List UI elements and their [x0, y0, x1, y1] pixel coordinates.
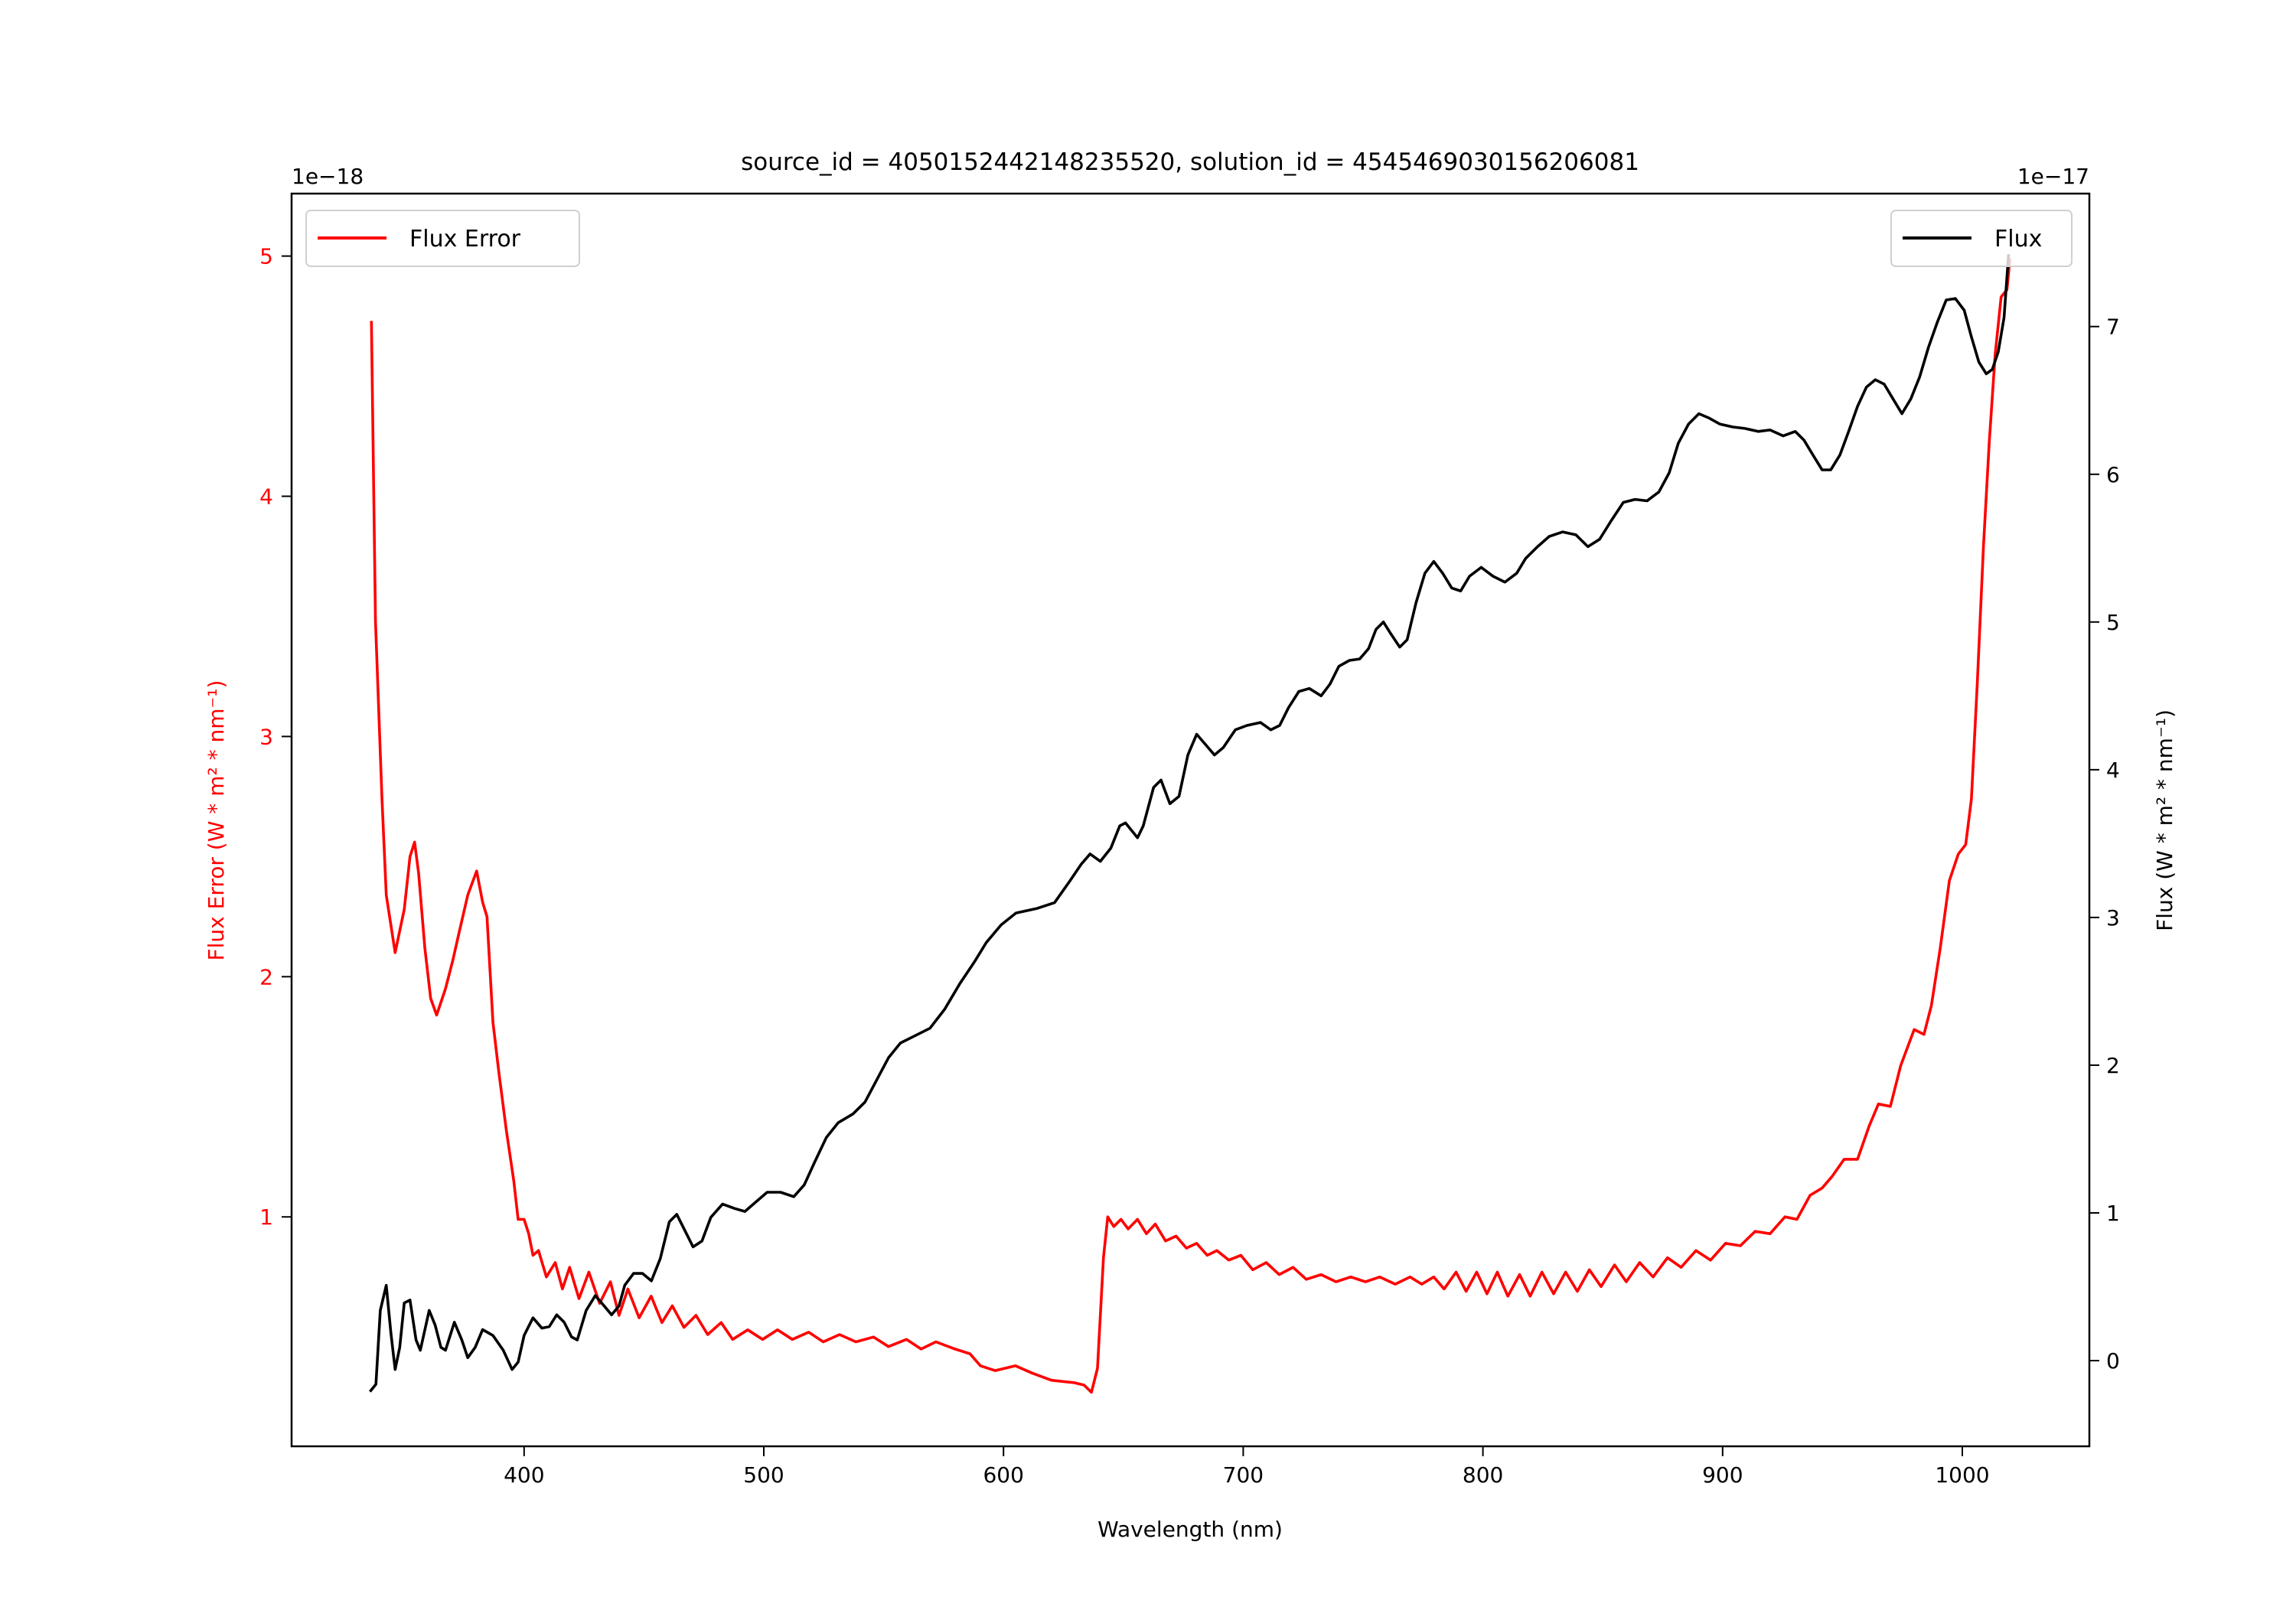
left-y-axis-label: Flux Error (W * m² * nm⁻¹) [204, 680, 229, 961]
right-y-tick-label: 1 [2106, 1201, 2120, 1226]
right-y-tick-label: 7 [2106, 315, 2120, 340]
legend-flux: Flux [1890, 210, 2073, 267]
axes-layer: 400 500 600 700 800 900 1000 1 2 3 4 5 0 1 2 3 4 5 6 7 [259, 192, 2120, 1488]
left-y-tick-label: 4 [259, 484, 273, 510]
x-tick-label: 600 [983, 1462, 1023, 1488]
right-y-tick-label: 4 [2106, 758, 2120, 783]
legend-label: Flux Error [409, 226, 521, 253]
x-axis-label: Wavelength (nm) [1097, 1517, 1283, 1542]
x-tick-label: 700 [1223, 1462, 1264, 1488]
flux-line [368, 253, 2011, 1393]
axes-frame [290, 192, 2091, 1448]
x-tick-label: 500 [743, 1462, 784, 1488]
legend-label: Flux [1994, 226, 2042, 253]
legend-box [305, 210, 580, 267]
left-y-tick-label: 1 [259, 1204, 273, 1230]
x-tick-label: 400 [504, 1462, 544, 1488]
left-offset-text: 1e−18 [292, 164, 364, 189]
legend-box [1890, 210, 2073, 267]
flux-error-line [370, 258, 2012, 1394]
right-offset-text: 1e−17 [2017, 164, 2089, 189]
x-tick-label: 800 [1463, 1462, 1503, 1488]
x-tick-label: 900 [1702, 1462, 1743, 1488]
right-y-tick-label: 2 [2106, 1053, 2120, 1078]
chart-title: source_id = 4050152442148235520, solutio… [741, 148, 1639, 176]
right-y-tick-label: 3 [2106, 905, 2120, 931]
right-y-tick-label: 6 [2106, 462, 2120, 487]
left-y-tick-label: 5 [259, 244, 273, 269]
right-y-tick-label: 0 [2106, 1348, 2120, 1374]
right-y-tick-label: 5 [2106, 610, 2120, 635]
left-y-tick-label: 3 [259, 724, 273, 749]
right-y-axis-label: Flux (W * m² * nm⁻¹) [2152, 709, 2177, 931]
plot-area [368, 253, 2012, 1394]
left-y-tick-label: 2 [259, 964, 273, 989]
x-tick-label: 1000 [1935, 1462, 1989, 1488]
legend-flux-error: Flux Error [305, 210, 580, 267]
